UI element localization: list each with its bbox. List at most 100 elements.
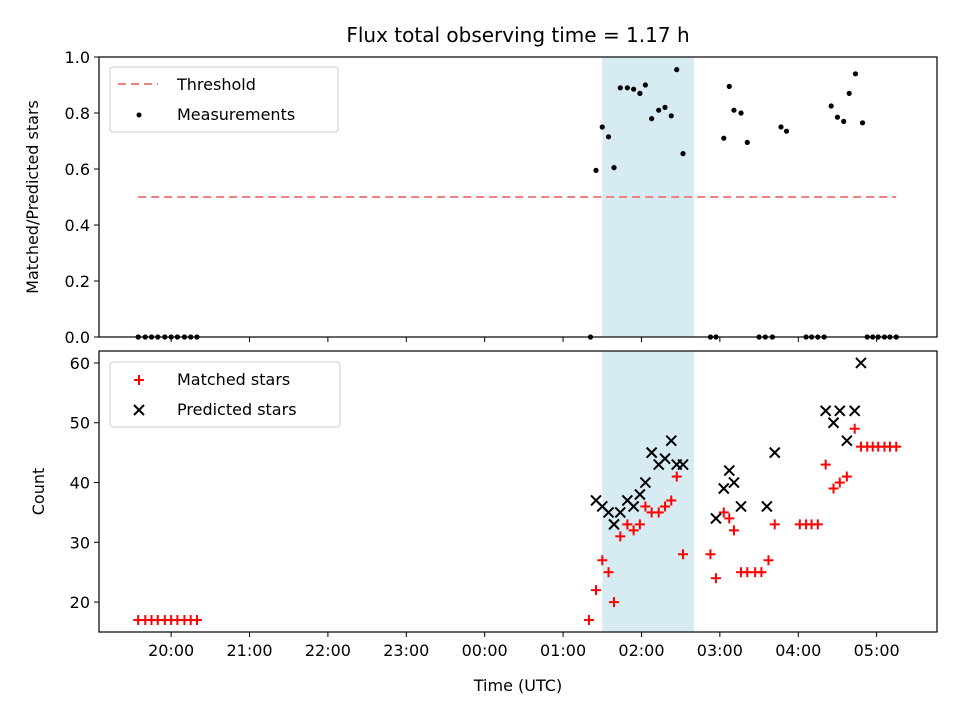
ratio-y-ticks: 0.0 0.2 0.4 0.6 0.8 1.0 bbox=[65, 48, 99, 347]
measurement-point bbox=[726, 83, 732, 89]
ratio-legend-box bbox=[109, 66, 339, 133]
matched-star-point bbox=[615, 531, 626, 542]
legend-plus-marker bbox=[134, 375, 144, 385]
ratio-legend: Threshold Measurements bbox=[109, 66, 339, 133]
matched-star-point bbox=[609, 597, 620, 608]
predicted-star-point bbox=[710, 512, 722, 525]
ratio-y-axis-label: Matched/Predicted stars bbox=[23, 100, 42, 294]
predicted-star-point bbox=[645, 446, 658, 459]
measurement-point bbox=[662, 104, 668, 110]
measurement-point bbox=[852, 71, 859, 77]
predicted-star-point bbox=[677, 458, 689, 471]
count-y-tick-label: 40 bbox=[70, 474, 90, 493]
matched-star-point bbox=[622, 519, 633, 530]
legend-predicted-label: Predicted stars bbox=[177, 400, 297, 419]
matched-star-point bbox=[724, 513, 735, 524]
measurement-point bbox=[828, 103, 834, 109]
x-tick-label: 20:00 bbox=[148, 641, 194, 660]
measurement-point bbox=[731, 107, 737, 113]
matched-star-point bbox=[812, 519, 823, 530]
observing-time-span bbox=[602, 351, 694, 632]
x-tick-label: 22:00 bbox=[305, 641, 351, 660]
ratio-y-tick-label: 0.2 bbox=[65, 272, 90, 291]
count-y-ticks: 20 30 40 50 60 bbox=[70, 354, 99, 612]
matched-star-point bbox=[640, 501, 651, 512]
matched-star-point bbox=[891, 441, 902, 452]
x-tick-label: 21:00 bbox=[226, 641, 272, 660]
x-tick-label: 03:00 bbox=[697, 641, 743, 660]
predicted-star-point bbox=[848, 405, 861, 417]
matched-star-point bbox=[659, 501, 670, 512]
legend-x-marker bbox=[133, 404, 145, 416]
matched-star-point bbox=[666, 495, 677, 506]
matched-star-point bbox=[820, 459, 831, 470]
ratio-y-tick-label: 0.6 bbox=[65, 160, 90, 179]
x-tick-label: 00:00 bbox=[462, 641, 508, 660]
matched-star-point bbox=[756, 567, 767, 578]
predicted-star-point bbox=[723, 464, 735, 477]
legend-matched-label: Matched stars bbox=[177, 370, 290, 389]
count-x-ticks: 20:00 21:00 22:00 23:00 00:00 01:00 02:00 03:00… bbox=[148, 632, 900, 660]
count-y-tick-label: 30 bbox=[70, 533, 90, 552]
predicted-star-point bbox=[639, 476, 652, 489]
x-tick-label: 01:00 bbox=[540, 641, 586, 660]
legend-threshold-label: Threshold bbox=[176, 75, 256, 94]
measurement-point bbox=[680, 151, 686, 157]
measurement-point bbox=[637, 90, 643, 96]
measurement-point bbox=[859, 120, 866, 126]
matched-star-point bbox=[634, 519, 645, 530]
x-tick-label: 02:00 bbox=[618, 641, 664, 660]
matched-star-point bbox=[841, 471, 852, 482]
predicted-star-point bbox=[841, 434, 853, 447]
matched-star-point bbox=[718, 507, 729, 518]
predicted-star-point bbox=[627, 500, 640, 513]
matched-star-point bbox=[671, 471, 682, 482]
x-tick-label: 04:00 bbox=[775, 641, 821, 660]
measurement-point bbox=[617, 85, 623, 91]
x-axis-label: Time (UTC) bbox=[473, 676, 562, 695]
measurement-point bbox=[738, 110, 744, 116]
ratio-y-tick-label: 0.8 bbox=[65, 104, 90, 123]
chart-title: Flux total observing time = 1.17 h bbox=[346, 23, 689, 47]
matched-star-point bbox=[653, 507, 664, 518]
ratio-panel: 0.0 0.2 0.4 0.6 0.8 1.0 Flux total observing … bbox=[23, 23, 938, 347]
legend-matched-swatch bbox=[134, 375, 144, 385]
count-y-tick-label: 60 bbox=[70, 354, 90, 373]
legend-measurements-swatch bbox=[136, 112, 142, 118]
measurement-point bbox=[783, 128, 790, 134]
count-legend: Matched stars Predicted stars bbox=[109, 361, 341, 428]
ratio-y-tick-label: 1.0 bbox=[65, 48, 90, 67]
measurement-point bbox=[631, 86, 637, 92]
matched-star-point bbox=[590, 585, 601, 596]
count-y-axis-label: Count bbox=[29, 468, 48, 516]
ratio-y-tick-label: 0.0 bbox=[65, 328, 90, 347]
predicted-star-point bbox=[602, 506, 615, 519]
measurement-point bbox=[642, 82, 648, 88]
predicted-star-point bbox=[819, 405, 832, 417]
matched-star-point bbox=[763, 555, 774, 566]
ratio-plot-frame bbox=[98, 56, 938, 338]
measurement-point bbox=[624, 85, 630, 91]
legend-measurements-label: Measurements bbox=[177, 105, 295, 124]
measurement-point bbox=[605, 134, 612, 140]
count-panel: 20 30 40 50 60 20:00 21:00 22:00 23:00 00:00 01:0… bbox=[29, 350, 938, 695]
matched-star-point bbox=[628, 525, 639, 536]
measurement-point bbox=[778, 124, 784, 130]
predicted-star-point bbox=[634, 488, 646, 501]
matched-star-point bbox=[678, 549, 689, 560]
ratio-y-tick-label: 0.4 bbox=[65, 216, 90, 235]
predicted-star-point bbox=[614, 506, 627, 519]
matched-star-point bbox=[705, 549, 716, 560]
measurement-point bbox=[599, 124, 605, 130]
matched-star-point bbox=[603, 567, 614, 578]
predicted-star-point bbox=[665, 434, 677, 447]
count-y-tick-label: 20 bbox=[70, 593, 90, 612]
matched-star-point bbox=[769, 519, 780, 530]
matched-star-point bbox=[849, 423, 860, 434]
measurement-point bbox=[649, 116, 655, 122]
measurement-point bbox=[846, 90, 852, 96]
measurement-point bbox=[611, 165, 617, 171]
measurement-point bbox=[721, 135, 727, 141]
predicted-star-point bbox=[834, 405, 846, 417]
predicted-star-point bbox=[769, 446, 781, 459]
